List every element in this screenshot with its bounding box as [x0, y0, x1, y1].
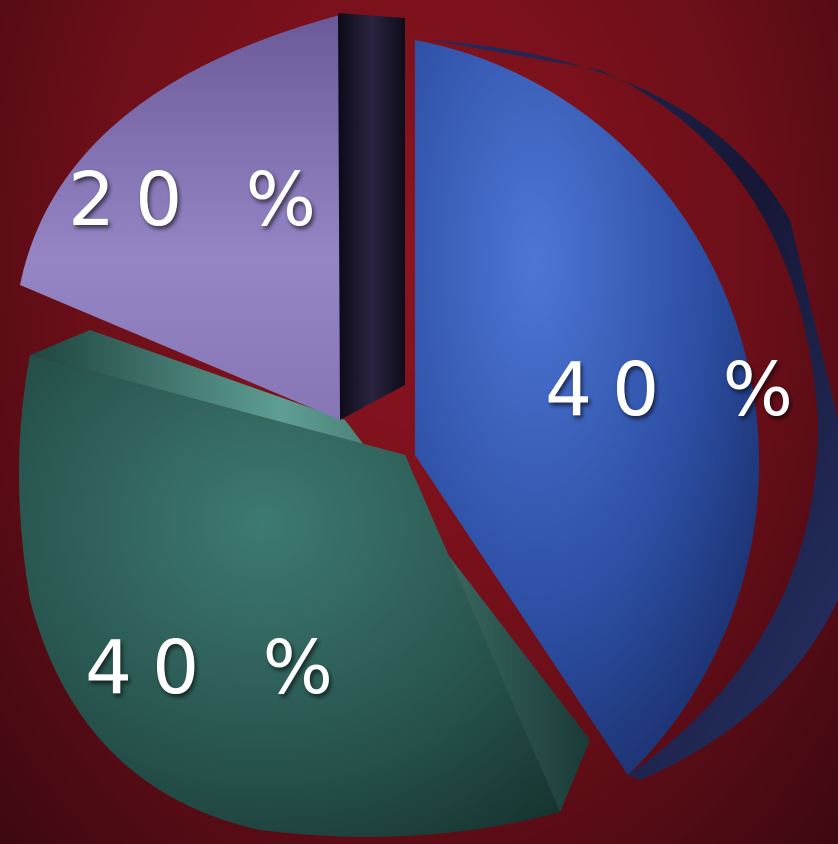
pie-slice-1: [415, 40, 760, 775]
pie-slice-3-wall: [338, 13, 405, 420]
pie-slice-2-wall: [30, 330, 590, 812]
pie-slice-3: [20, 15, 340, 420]
pie-slice-2: [19, 355, 560, 837]
slice-label-1: 40 %: [545, 347, 813, 433]
slice-label-2: 40 %: [85, 625, 353, 711]
slice-label-3: 20 %: [68, 157, 336, 243]
